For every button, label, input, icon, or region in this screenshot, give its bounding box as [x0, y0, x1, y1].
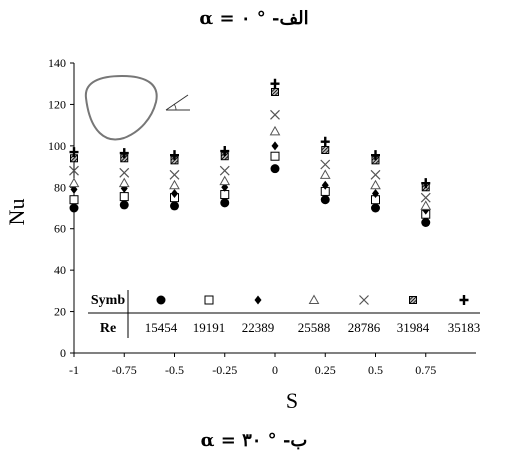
- data-point-open-triangle: [319, 169, 331, 179]
- data-point-open-square: [69, 195, 79, 205]
- data-point-open-triangle: [169, 179, 180, 190]
- data-point-filled-diamond: [372, 189, 379, 198]
- legend-re-value: 22389: [242, 320, 275, 335]
- data-point-plus-cross: [320, 136, 330, 147]
- x-axis-label: S: [286, 388, 298, 413]
- plot-area: 0 20 40 60 80 100 120 140 -1 -0.75 -0.5 -0.25 0 0.25…: [48, 56, 480, 377]
- data-point-open-square: [119, 192, 129, 202]
- y-tick-label: 140: [48, 56, 66, 70]
- data-point-filled-diamond: [271, 141, 279, 151]
- y-tick-label: 120: [48, 97, 66, 111]
- data-point-open-triangle: [420, 200, 432, 210]
- x-tick-label: 0.25: [315, 363, 336, 377]
- y-tick-label: 40: [54, 263, 66, 277]
- y-axis-label: Nu: [4, 199, 29, 226]
- data-point-open-triangle: [219, 175, 231, 186]
- data-point-filled-circle: [270, 164, 280, 174]
- caption-top: α = ۰ ° -الف: [199, 8, 308, 29]
- data-point-filled-circle: [220, 198, 230, 208]
- caption-bottom: α = ۳۰ ° -ب: [201, 430, 308, 451]
- data-point-filled-circle: [320, 195, 330, 205]
- data-point-open-triangle: [68, 177, 80, 188]
- data-point-open-triangle: [269, 125, 281, 136]
- legend-re-value: 35183: [448, 320, 481, 335]
- y-ticks: 0 20 40 60 80 100 120 140: [48, 56, 74, 360]
- angle-arc: [173, 103, 177, 111]
- data-point-filled-diamond: [171, 189, 178, 198]
- data-points: [68, 78, 432, 227]
- data-point-x-cross: [370, 169, 381, 180]
- legend-symbol-filled-circle: [156, 295, 166, 305]
- data-point-hatched-square: [271, 88, 279, 96]
- legend-symbol-x-cross: [359, 295, 369, 305]
- data-point-plus-cross: [119, 148, 129, 159]
- legend-re-values: 15454 19191 22389 25588 28786 31984 35183: [145, 320, 481, 335]
- data-point-filled-circle: [119, 200, 129, 210]
- data-point-open-triangle: [370, 179, 381, 190]
- legend-table: Symb Re 15454 19191 22389 25588 28786 31984 35…: [88, 290, 480, 338]
- data-point-plus-cross: [421, 178, 431, 189]
- legend-re-value: 19191: [193, 320, 226, 335]
- legend-row-re-label: Re: [100, 321, 116, 336]
- data-point-filled-circle: [170, 201, 179, 211]
- legend-symbol-plus-cross: [459, 295, 469, 305]
- data-point-plus-cross: [371, 150, 380, 161]
- x-tick-label: -1: [69, 363, 79, 377]
- x-tick-label: 0.5: [368, 363, 383, 377]
- data-point-x-cross: [219, 165, 230, 176]
- data-point-hatched-square: [321, 146, 330, 154]
- data-point-x-cross: [169, 169, 180, 180]
- legend-symbols: [156, 294, 469, 305]
- data-point-open-square: [270, 151, 280, 161]
- y-tick-label: 20: [54, 305, 66, 319]
- legend-symbol-hatched-square: [409, 296, 417, 304]
- data-point-filled-circle: [371, 203, 380, 213]
- data-point-x-cross: [69, 165, 79, 176]
- angle-ray: [165, 94, 189, 111]
- legend-symbol-open-triangle: [308, 294, 320, 304]
- x-tick-label: 0: [272, 363, 278, 377]
- x-ticks: -1 -0.75 -0.5 -0.25 0 0.25 0.5 0.75: [69, 353, 436, 377]
- y-tick-label: 100: [48, 139, 66, 153]
- data-point-plus-cross: [220, 146, 230, 157]
- data-point-plus-cross: [69, 147, 79, 158]
- x-tick-label: -0.75: [112, 363, 137, 377]
- data-point-x-cross: [270, 109, 280, 120]
- x-tick-label: -0.25: [212, 363, 237, 377]
- y-tick-label: 60: [54, 222, 66, 236]
- data-point-x-cross: [320, 159, 331, 170]
- legend-re-value: 28786: [348, 320, 381, 335]
- data-point-plus-cross: [270, 78, 280, 89]
- legend-symbol-filled-diamond: [254, 295, 262, 305]
- data-point-filled-circle: [69, 203, 79, 213]
- y-tick-label: 0: [60, 346, 66, 360]
- legend-symbol-open-square: [204, 295, 214, 305]
- cross-section-shape: [84, 74, 158, 141]
- y-tick-label: 80: [54, 180, 66, 194]
- data-point-filled-circle: [421, 218, 431, 227]
- data-point-filled-diamond: [321, 180, 329, 190]
- legend-row-symb-label: Symb: [91, 293, 125, 308]
- data-point-open-triangle: [118, 177, 130, 188]
- x-tick-label: 0.75: [415, 363, 436, 377]
- legend-re-value: 15454: [145, 320, 178, 335]
- data-point-x-cross: [119, 167, 130, 178]
- data-point-plus-cross: [170, 150, 179, 161]
- legend-re-value: 31984: [397, 320, 430, 335]
- shape-inset: [84, 74, 190, 141]
- legend-re-value: 25588: [298, 320, 331, 335]
- data-point-x-cross: [420, 192, 431, 203]
- x-tick-label: -0.5: [165, 363, 184, 377]
